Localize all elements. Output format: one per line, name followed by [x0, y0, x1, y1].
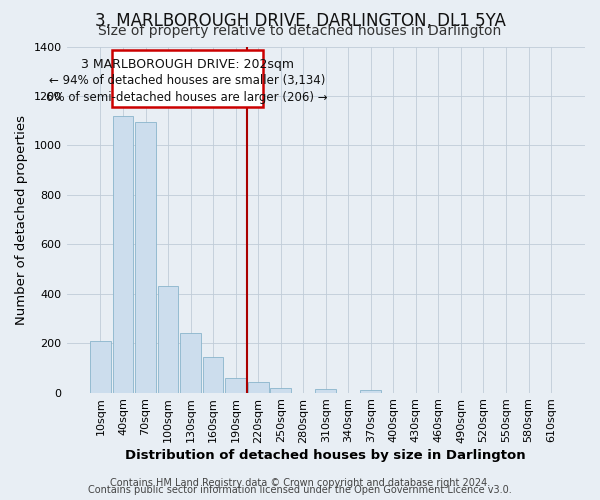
Bar: [158, 286, 178, 393]
FancyBboxPatch shape: [112, 50, 263, 107]
Bar: [135, 122, 156, 392]
Bar: [113, 116, 133, 392]
Bar: [180, 334, 201, 392]
Text: ← 94% of detached houses are smaller (3,134): ← 94% of detached houses are smaller (3,…: [49, 74, 325, 86]
Y-axis label: Number of detached properties: Number of detached properties: [15, 114, 28, 324]
Bar: [316, 389, 336, 392]
Text: Contains HM Land Registry data © Crown copyright and database right 2024.: Contains HM Land Registry data © Crown c…: [110, 478, 490, 488]
Text: 3 MARLBOROUGH DRIVE: 202sqm: 3 MARLBOROUGH DRIVE: 202sqm: [81, 58, 294, 70]
Bar: [248, 382, 269, 392]
X-axis label: Distribution of detached houses by size in Darlington: Distribution of detached houses by size …: [125, 450, 526, 462]
Text: 3, MARLBOROUGH DRIVE, DARLINGTON, DL1 5YA: 3, MARLBOROUGH DRIVE, DARLINGTON, DL1 5Y…: [95, 12, 505, 30]
Text: Size of property relative to detached houses in Darlington: Size of property relative to detached ho…: [98, 24, 502, 38]
Text: Contains public sector information licensed under the Open Government Licence v3: Contains public sector information licen…: [88, 485, 512, 495]
Bar: [271, 388, 291, 392]
Bar: [90, 341, 111, 392]
Bar: [225, 378, 246, 392]
Text: 6% of semi-detached houses are larger (206) →: 6% of semi-detached houses are larger (2…: [46, 91, 328, 104]
Bar: [361, 390, 381, 392]
Bar: [203, 357, 223, 392]
